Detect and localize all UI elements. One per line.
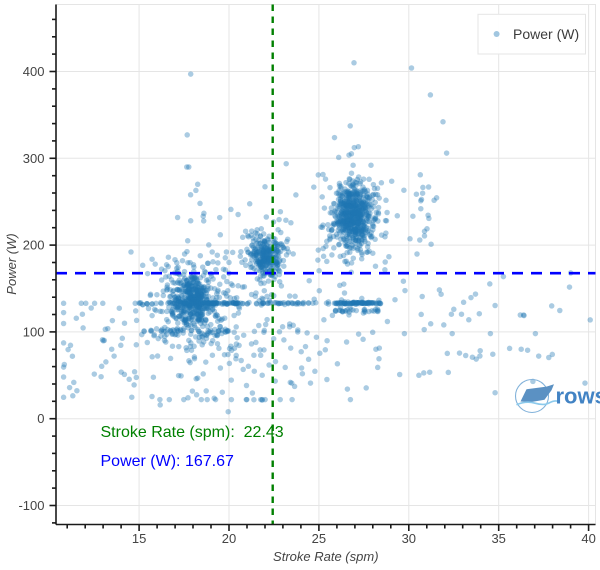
- svg-text:35: 35: [491, 531, 505, 546]
- svg-text:30: 30: [402, 531, 416, 546]
- svg-text:rows: rows: [556, 384, 600, 409]
- svg-text:-100: -100: [18, 498, 44, 513]
- svg-text:Power (W): 167.67: Power (W): 167.67: [101, 453, 234, 470]
- svg-text:20: 20: [222, 531, 236, 546]
- svg-text:15: 15: [132, 531, 146, 546]
- svg-text:Stroke Rate (spm): 22.43: Stroke Rate (spm): 22.43: [101, 424, 284, 441]
- svg-text:40: 40: [581, 531, 595, 546]
- svg-text:400: 400: [23, 64, 45, 79]
- svg-text:0: 0: [37, 411, 44, 426]
- svg-text:100: 100: [23, 324, 45, 339]
- svg-text:Power (W): Power (W): [4, 233, 19, 294]
- svg-text:200: 200: [23, 238, 45, 253]
- svg-text:300: 300: [23, 151, 45, 166]
- svg-text:Stroke Rate (spm): Stroke Rate (spm): [273, 549, 378, 564]
- svg-text:Power (W): Power (W): [513, 26, 579, 42]
- svg-text:25: 25: [312, 531, 326, 546]
